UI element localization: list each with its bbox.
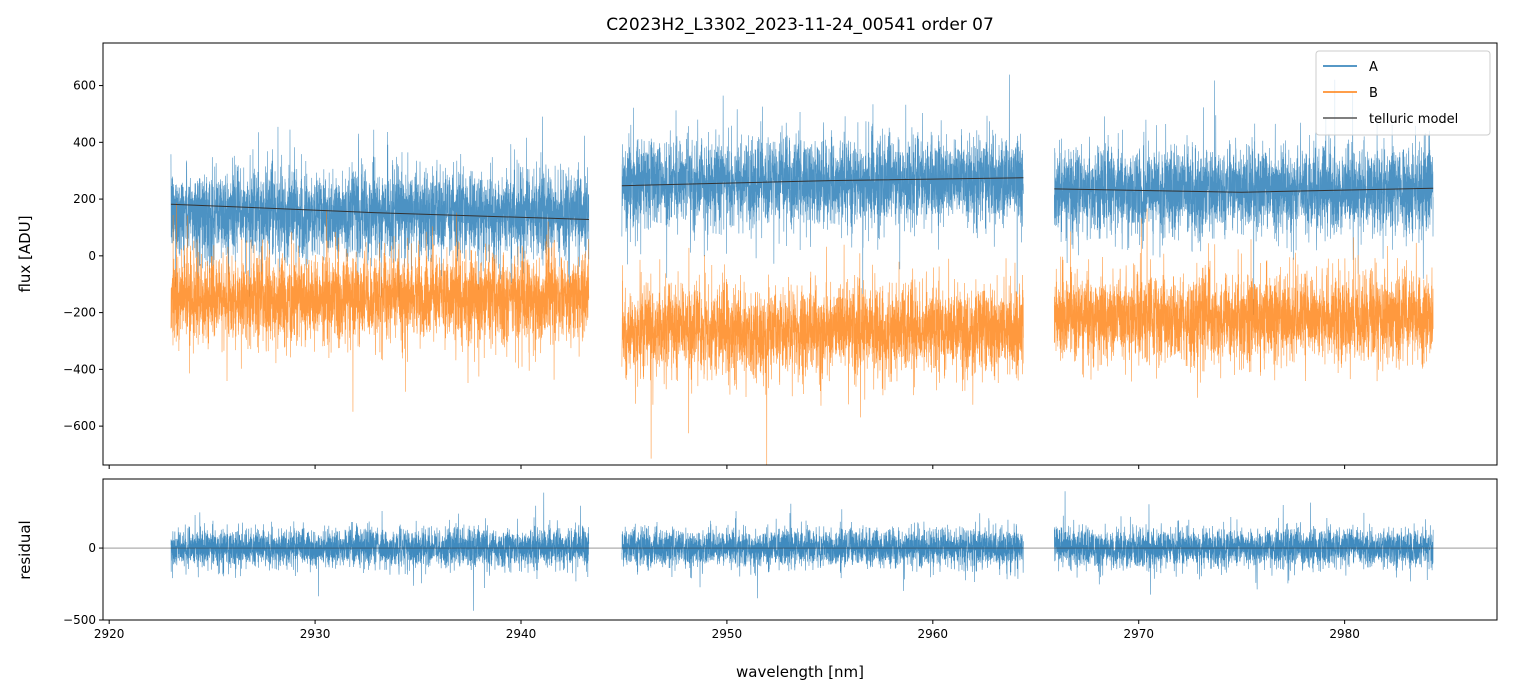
residual-data	[103, 491, 1497, 611]
y-axis-label-residual: residual	[16, 520, 34, 579]
x-tick-label: 2950	[712, 627, 743, 641]
legend-label-a: A	[1369, 60, 1378, 75]
series-b-line-segment-3	[1054, 208, 1434, 398]
y-axis-label-flux: flux [ADU]	[16, 215, 34, 292]
x-tick-label: 2980	[1329, 627, 1360, 641]
series-a-line-segment-2	[621, 74, 1024, 295]
flux-plot: −600 −400 −200 0 200 400 600	[63, 42, 1498, 469]
y-tick-label: 400	[73, 135, 96, 149]
y-tick-label: −500	[63, 613, 96, 627]
series-a-line-segment-1	[170, 116, 590, 301]
legend-label-b: B	[1369, 86, 1378, 101]
chart-title: C2023H2_L3302_2023-11-24_00541 order 07	[606, 15, 994, 35]
telluric-model-segment-1	[170, 203, 589, 221]
y-tick-label: 600	[73, 79, 96, 93]
y-tick-label: 0	[88, 249, 96, 263]
y-tick-label: 0	[88, 541, 96, 555]
residual-line-segment-1	[170, 492, 590, 611]
legend-frame	[1315, 50, 1491, 136]
series-a-line-segment-3	[1054, 79, 1434, 315]
residual-line-segment-3	[1054, 491, 1434, 595]
residual-plot: −500 0 2920 2930 2940 2950 2960 2970 2980	[63, 478, 1498, 641]
residual-line-segment-2	[621, 503, 1024, 599]
x-tick-label: 2930	[300, 627, 331, 641]
legend-label-telluric: telluric model	[1369, 112, 1458, 127]
x-tick-label: 2920	[94, 627, 125, 641]
y-tick-label: −200	[63, 306, 96, 320]
telluric-model-segment-3	[1054, 187, 1434, 193]
residual-axes-frame	[102, 478, 1498, 621]
x-axis-label: wavelength [nm]	[736, 663, 864, 681]
series-b-line-segment-2	[621, 244, 1024, 465]
x-tick-label: 2960	[918, 627, 949, 641]
y-tick-label: 200	[73, 192, 96, 206]
flux-axes-frame	[102, 42, 1498, 466]
telluric-model-segment-2	[621, 177, 1024, 187]
y-tick-label: −400	[63, 362, 96, 376]
flux-data	[170, 74, 1434, 465]
series-b-line-segment-1	[170, 202, 590, 412]
x-tick-label: 2970	[1123, 627, 1154, 641]
legend: A B telluric model	[1315, 50, 1491, 136]
x-tick-label: 2940	[506, 627, 537, 641]
y-tick-label: −600	[63, 419, 96, 433]
